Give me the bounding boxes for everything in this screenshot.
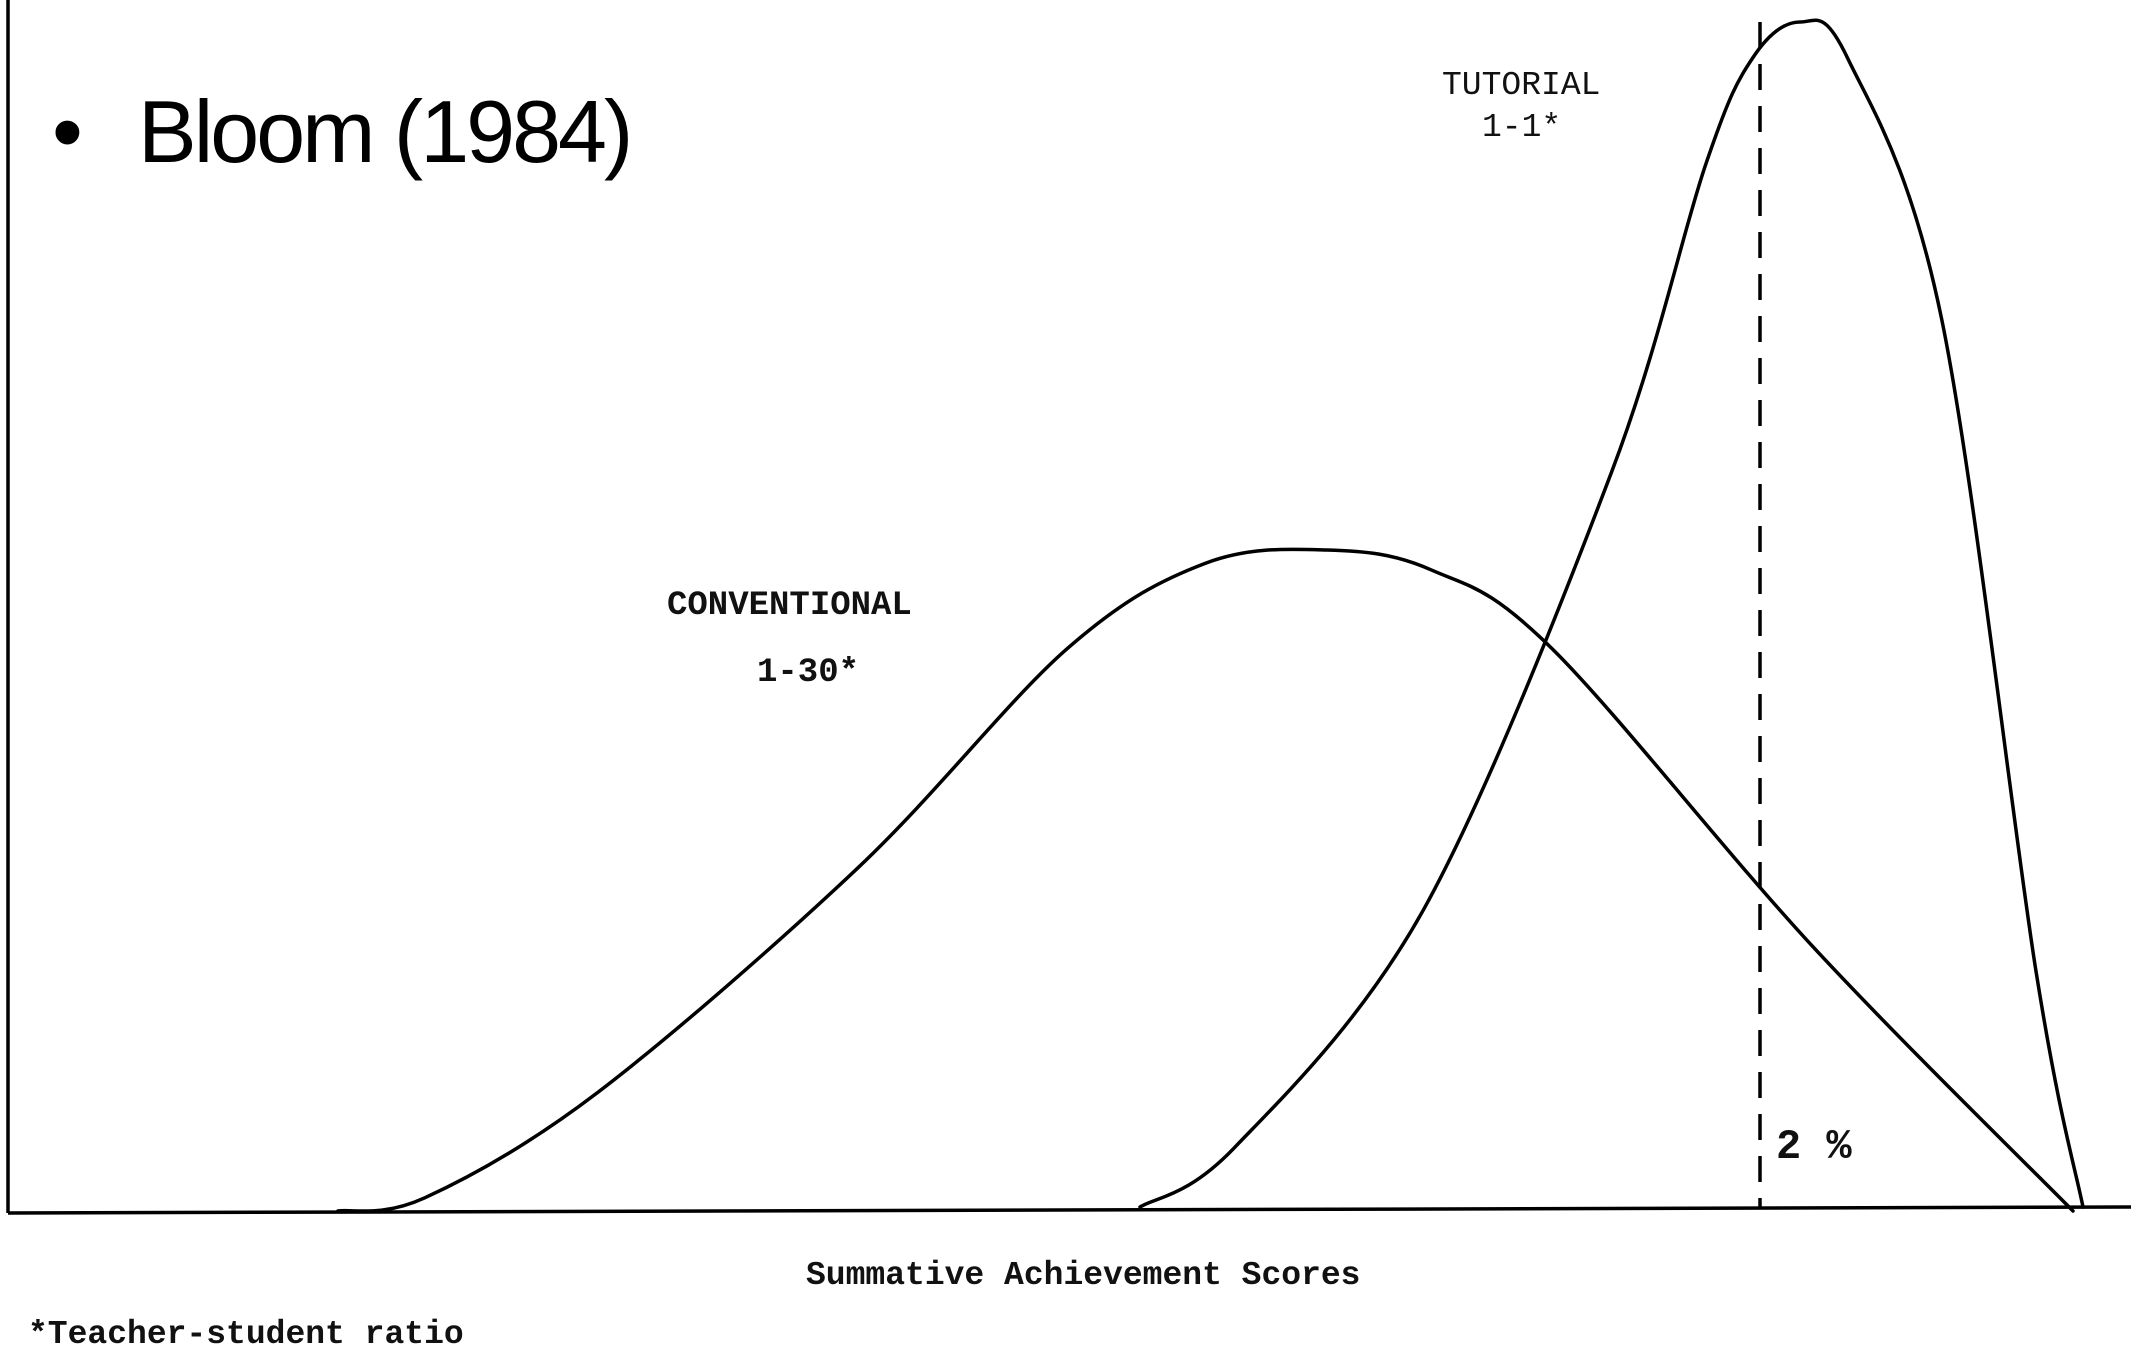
series-sublabel-conventional: 1-30* bbox=[757, 654, 859, 692]
curves-group bbox=[336, 18, 2085, 1213]
footnote: *Teacher-student ratio bbox=[28, 1316, 464, 1350]
bullet-marker: • bbox=[52, 82, 80, 181]
x-axis-label: Summative Achievement Scores bbox=[806, 1257, 1361, 1294]
curve-conventional bbox=[336, 547, 2075, 1213]
series-label-tutorial: TUTORIAL bbox=[1442, 67, 1600, 104]
slide-title: Bloom (1984) bbox=[138, 82, 630, 181]
series-label-conventional: CONVENTIONAL bbox=[667, 587, 912, 625]
x-axis bbox=[7, 1205, 2131, 1215]
series-sublabel-tutorial: 1-1* bbox=[1482, 109, 1561, 146]
two-percent-annotation: 2 % bbox=[1776, 1123, 1852, 1171]
curve-tutorial bbox=[1138, 18, 2085, 1209]
